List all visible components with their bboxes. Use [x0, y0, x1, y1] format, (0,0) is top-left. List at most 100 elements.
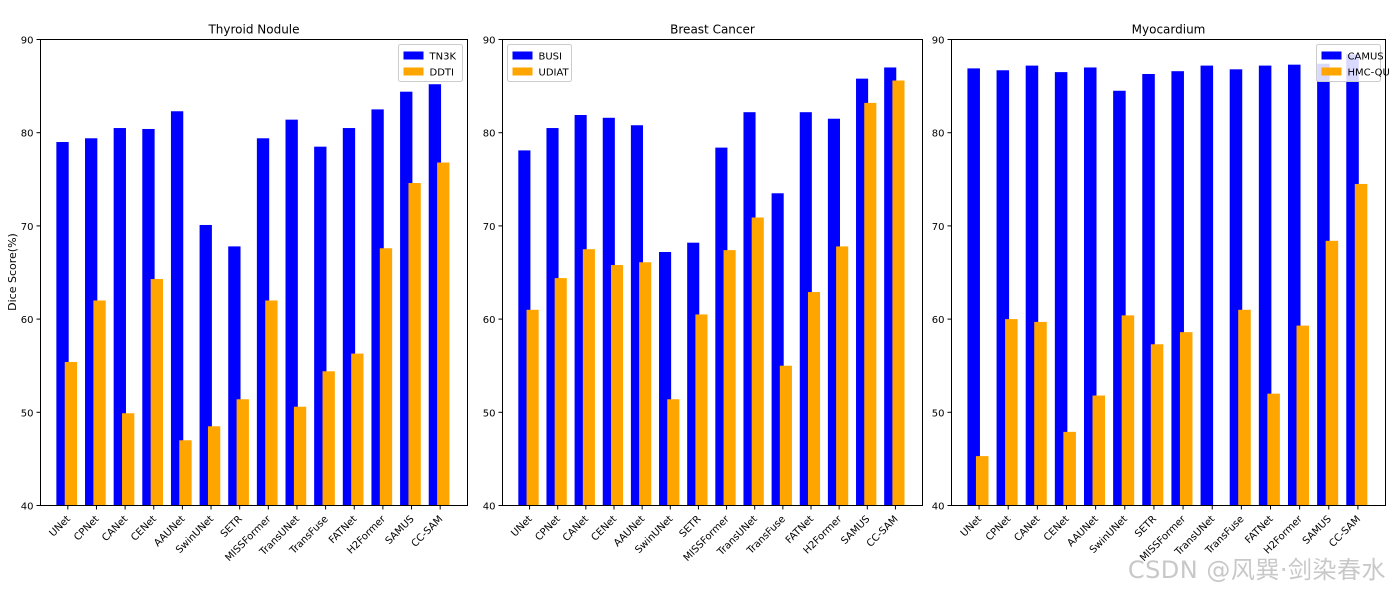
bar-ddti-samus	[408, 183, 421, 506]
legend-swatch-busi	[512, 51, 533, 60]
y-tick-label: 50	[932, 408, 945, 419]
y-tick-label: 90	[483, 36, 496, 47]
y-tick-label: 80	[21, 129, 34, 140]
bar-udiat-transfuse	[779, 365, 792, 506]
legend-label: UDIAT	[539, 68, 570, 79]
y-tick-label: 90	[21, 36, 34, 47]
watermark: CSDN @风巽·剑染春水	[1127, 556, 1386, 584]
bar-ddti-h2former	[379, 248, 393, 506]
x-tick-label: CANet	[561, 514, 591, 544]
legend-label: HMC-QU	[1348, 68, 1390, 79]
y-tick-label: 70	[21, 222, 34, 233]
bar-ddti-transunet	[293, 406, 307, 506]
legend-label: DDTI	[430, 68, 454, 79]
legend-label: CAMUS	[1348, 52, 1384, 63]
bar-ddti-cc-sam	[437, 162, 450, 506]
y-tick-label: 50	[21, 408, 34, 419]
x-tick-label: UNet	[509, 514, 534, 539]
y-tick-label: 40	[21, 502, 34, 513]
bar-hmc-qu-swinunet	[1121, 315, 1135, 506]
x-tick-label: SETR	[678, 514, 704, 540]
bar-tn3k-canet	[113, 128, 126, 506]
bar-hmc-qu-aaunet	[1092, 395, 1106, 506]
bar-hmc-qu-setr	[1150, 344, 1164, 506]
bar-udiat-fatnet	[807, 292, 821, 506]
y-tick-label: 40	[483, 502, 496, 513]
bar-ddti-transfuse	[322, 371, 335, 506]
legend-swatch-ddti	[403, 67, 424, 76]
legend-swatch-hmc-qu	[1321, 67, 1342, 76]
legend-swatch-udiat	[512, 67, 533, 76]
bar-ddti-fatnet	[351, 353, 364, 506]
x-tick-label: CC-SAM	[1327, 514, 1363, 550]
y-tick-label: 50	[483, 408, 496, 419]
bar-hmc-qu-cpnet	[1005, 319, 1018, 506]
legend: BUSI UDIAT	[507, 44, 572, 82]
bar-ddti-aaunet	[179, 440, 192, 506]
x-tick-label: CC-SAM	[410, 514, 446, 550]
legend: CAMUS HMC-QU	[1316, 44, 1390, 82]
chart-title: Breast Cancer	[670, 23, 755, 37]
plot-frame	[951, 39, 1386, 506]
y-axis-label: Dice Score(%)	[6, 233, 19, 311]
chart-title: Thyroid Nodule	[207, 23, 299, 37]
x-tick-label: CC-SAM	[865, 514, 901, 550]
x-tick-label: CPNet	[533, 514, 562, 543]
bar-ddti-setr	[236, 399, 249, 506]
bar-hmc-qu-samus	[1325, 240, 1339, 506]
bar-udiat-missformer	[723, 250, 736, 506]
bar-udiat-samus	[864, 102, 877, 506]
y-tick-label: 80	[483, 129, 496, 140]
chart-title: Myocardium	[1132, 23, 1206, 37]
bar-ddti-cpnet	[93, 300, 106, 506]
bar-hmc-qu-missformer	[1179, 332, 1193, 506]
bar-camus-unet	[967, 68, 980, 506]
bar-ddti-swinunet	[207, 426, 221, 506]
x-tick-label: CANet	[1013, 514, 1043, 544]
bar-ddti-missformer	[265, 300, 278, 506]
x-tick-label: SETR	[1133, 514, 1159, 540]
bar-udiat-swinunet	[667, 399, 680, 506]
bar-hmc-qu-cenet	[1063, 431, 1076, 506]
y-tick-label: 70	[932, 222, 945, 233]
chart-panel-1: Thyroid Nodule 40 50 60 70 80 90 UNet CPNetCANet…	[21, 23, 468, 564]
bar-camus-cenet	[1054, 72, 1068, 506]
bar-camus-transunet	[1200, 65, 1214, 506]
bar-hmc-qu-h2former	[1296, 325, 1310, 506]
legend-swatch-tn3k	[403, 51, 424, 60]
y-tick-label: 60	[932, 315, 945, 326]
x-tick-label: UNet	[959, 514, 984, 539]
bar-ddti-canet	[122, 413, 135, 506]
legend: TN3K DDTI	[398, 44, 463, 82]
x-tick-label: UNet	[48, 514, 73, 539]
bar-ddti-unet	[64, 361, 78, 506]
bar-udiat-h2former	[836, 246, 849, 506]
y-tick-label: 80	[932, 129, 945, 140]
x-tick-label: CPNet	[984, 514, 1013, 543]
legend-label: BUSI	[539, 52, 562, 63]
legend-label: TN3K	[429, 52, 457, 63]
bar-udiat-cpnet	[554, 278, 567, 506]
bar-udiat-unet	[526, 309, 539, 506]
x-tick-label: SETR	[219, 514, 245, 540]
plot-frame	[40, 39, 468, 506]
bar-ddti-cenet	[150, 279, 163, 506]
y-tick-label: 60	[483, 315, 496, 326]
bar-udiat-setr	[695, 314, 708, 506]
y-tick-label: 60	[21, 315, 34, 326]
bar-hmc-qu-cc-sam	[1354, 183, 1368, 506]
bar-hmc-qu-fatnet	[1267, 393, 1280, 506]
bar-udiat-transunet	[751, 217, 764, 506]
bar-udiat-canet	[582, 249, 595, 506]
y-tick-label: 70	[483, 222, 496, 233]
plot-frame	[502, 39, 923, 506]
bar-udiat-aaunet	[639, 262, 652, 506]
x-tick-label: CANet	[100, 514, 130, 544]
y-tick-label: 90	[932, 36, 945, 47]
bar-hmc-qu-canet	[1034, 321, 1047, 506]
x-tick-label: CPNet	[72, 514, 101, 543]
